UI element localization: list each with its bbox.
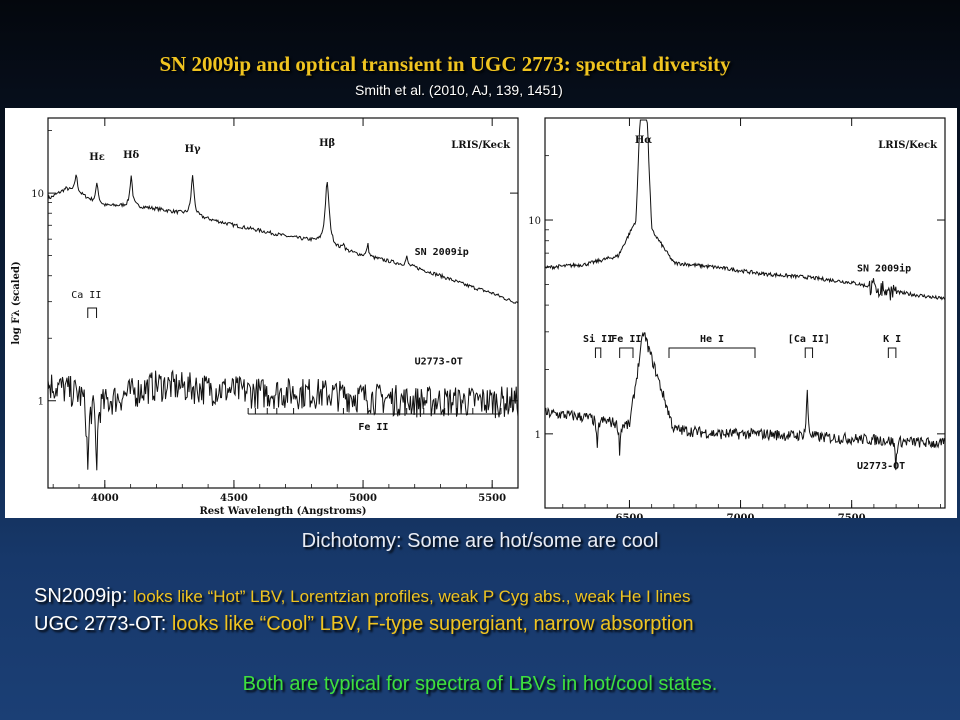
p1-x-tick-label: 5000 [349,493,377,504]
p2-bracket-5 [887,347,897,358]
sn2009ip-description: looks like “Hot” LBV, Lorentzian profile… [132,587,691,606]
p2-series-line-2 [544,331,946,471]
p2-x-tick-label: 7000 [727,513,755,518]
spectra-figure: 4000 4500 5000 5500 1 10 Rest Wavelength (Angs… [5,108,957,518]
p2-series-label-2: U2773-OT [857,461,905,472]
p1-instrument-label: LRIS/Keck [451,140,511,151]
p2-line-label: Hα [635,135,652,146]
p1-y-tick-label: 10 [31,189,44,200]
p1-y-axis-label: log Fλ (scaled) [11,261,22,344]
p2-bracket-label-3: He I [700,334,724,345]
p1-bracket-label-ca: Ca II [71,290,101,301]
p1-series-line-2 [47,369,519,471]
p1-bracket-ca [87,307,98,318]
p2-series-label-1: SN 2009ip [857,263,911,275]
p2-bracket-3 [668,347,756,358]
p2-bracket-label-2: Fe II [611,334,641,345]
p1-x-axis-label: Rest Wavelength (Angstroms) [199,506,366,517]
p2-plot-frame [544,117,946,509]
conclusion-text: Both are typical for spectra of LBVs in … [242,673,718,695]
p2-bracket-label-1: Si II [583,333,613,345]
p2-bracket-4 [804,347,814,358]
p1-y-tick-label: 1 [38,397,44,408]
sn2009ip-row: SN2009ip: looks like “Hot” LBV, Lorentzi… [34,585,690,608]
p1-line-label: Hδ [123,150,139,161]
sn2009ip-label: SN2009ip: [34,585,128,607]
p2-bracket-1 [594,347,602,358]
p2-bracket-2 [619,347,634,358]
p1-series-line-1 [47,174,519,304]
p1-x-tick-label: 4000 [91,493,119,504]
ugc2773-description: looks like “Cool” LBV, F-type supergiant… [171,613,694,635]
slide-subtitle: Smith et al. (2010, AJ, 139, 1451) [355,82,563,98]
p1-x-tick-label: 4500 [220,493,248,504]
p2-x-tick-label: 7500 [838,513,866,518]
p2-series-line-1 [544,119,946,301]
p1-bracket-label-fe: Fe II [358,422,388,433]
ugc2773-label: UGC 2773-OT: [34,613,167,635]
dichotomy-text: Dichotomy: Some are hot/some are cool [301,530,659,552]
p2-y-tick-label: 10 [528,216,541,227]
slide-title: SN 2009ip and optical transient in UGC 2… [159,52,731,76]
p1-x-tick-label: 5500 [478,493,506,504]
p1-line-label: Hε [89,152,105,163]
p2-bracket-label-5: K I [883,334,901,345]
spectra-svg: 4000 4500 5000 5500 1 10 Rest Wavelength (Angs… [5,108,957,518]
p2-x-tick-label: 6500 [616,513,644,518]
p1-series-label-1: SN 2009ip [415,246,469,258]
p1-series-label-2: U2773-OT [415,357,463,368]
p1-line-label: Hγ [185,144,201,155]
p2-instrument-label: LRIS/Keck [878,140,938,151]
ugc2773-row: UGC 2773-OT: looks like “Cool” LBV, F-ty… [34,613,694,636]
p1-line-label: Hβ [319,138,335,149]
left-panel-bg [5,108,532,518]
p2-bracket-label-4: [Ca II] [788,334,830,345]
p2-y-tick-label: 1 [535,430,541,441]
